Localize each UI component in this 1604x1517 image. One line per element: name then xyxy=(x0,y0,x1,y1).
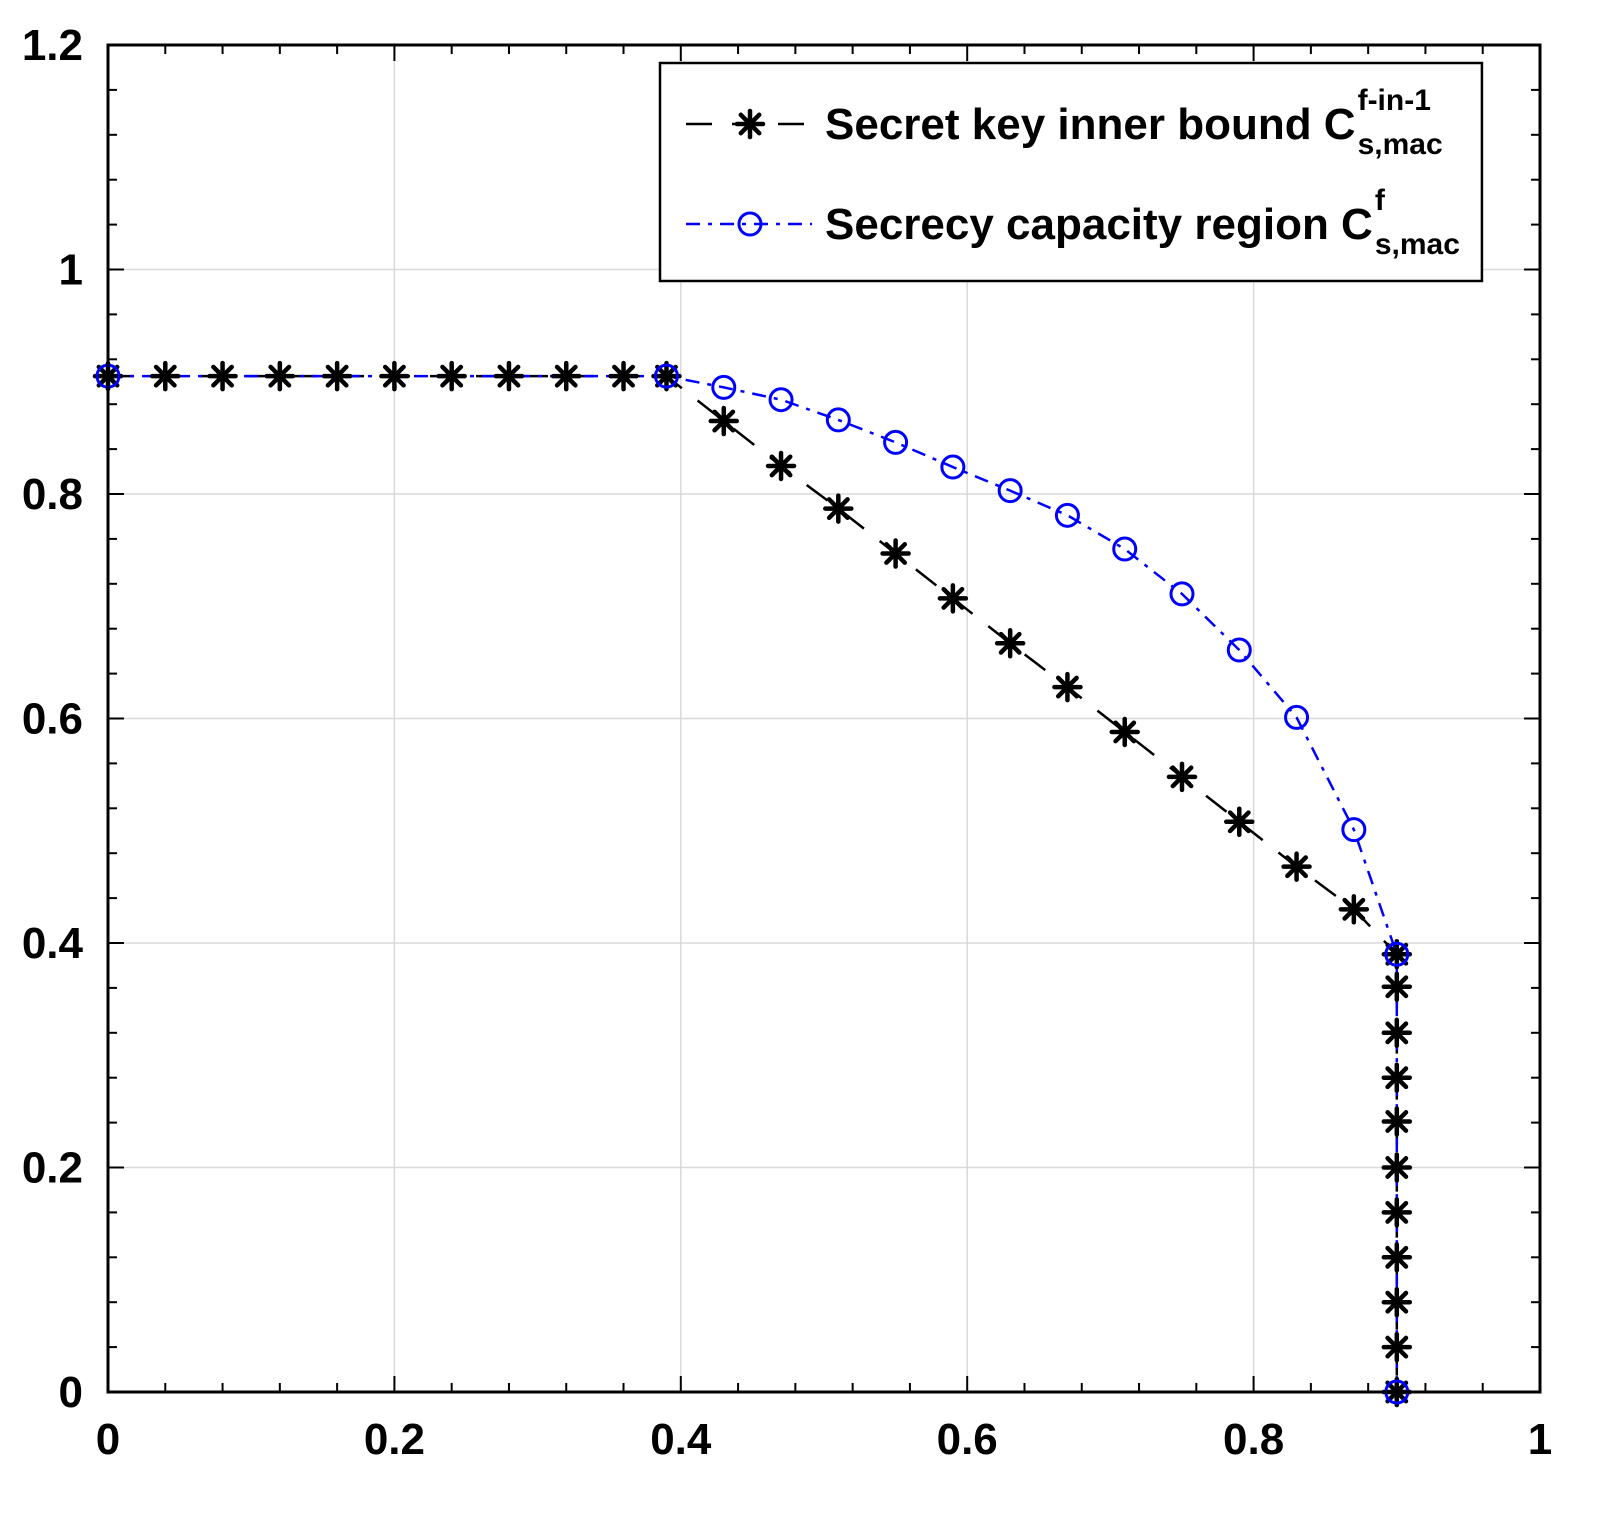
data-point-inner-bound xyxy=(608,360,639,392)
data-point-inner-bound xyxy=(1381,938,1413,970)
data-point-inner-bound xyxy=(1381,1017,1413,1049)
x-tick-label: 1 xyxy=(1528,1415,1552,1464)
data-point-inner-bound xyxy=(708,405,740,437)
data-point-inner-bound xyxy=(994,628,1026,659)
data-point-capacity-region xyxy=(1226,637,1252,663)
legend-superscript-capacity-region: f xyxy=(1375,184,1386,217)
data-point-inner-bound xyxy=(937,583,969,614)
legend-marker-inner-bound xyxy=(734,108,766,140)
data-point-inner-bound xyxy=(1381,1062,1413,1093)
legend-label-inner-bound: Secret key inner bound C xyxy=(825,100,1356,149)
data-point-capacity-region xyxy=(825,407,851,433)
data-point-inner-bound xyxy=(1381,1106,1413,1137)
data-point-capacity-region xyxy=(711,374,737,400)
data-point-inner-bound xyxy=(1381,1197,1413,1228)
x-tick-label: 0.2 xyxy=(364,1415,425,1464)
y-tick-label: 1.2 xyxy=(22,21,83,70)
legend-marker-glyph xyxy=(737,211,763,237)
data-point-inner-bound xyxy=(1052,671,1083,703)
data-point-capacity-region xyxy=(883,429,909,455)
x-tick-label: 0 xyxy=(96,1415,120,1464)
data-point-inner-bound xyxy=(880,538,911,569)
tick-labels: 0 0.2 0.4 0.6 0.8 1 0 0.2 0.4 0.6 0.8 1 1.2 xyxy=(22,21,1552,1464)
legend-marker-capacity-region xyxy=(737,211,763,237)
legend-subscript-capacity-region: s,mac xyxy=(1375,228,1460,261)
data-point-inner-bound xyxy=(207,360,238,392)
data-point-inner-bound xyxy=(765,450,797,482)
legend-marker-glyph xyxy=(734,108,766,140)
data-point-capacity-region xyxy=(1284,704,1310,730)
legend-entry-inner-bound: Secret key inner bound C f-in-1 s,mac xyxy=(686,84,1443,161)
x-tick-label: 0.4 xyxy=(650,1415,712,1464)
data-point-inner-bound xyxy=(550,360,582,392)
data-point-inner-bound xyxy=(1166,761,1198,793)
data-point-capacity-region xyxy=(997,478,1023,504)
data-point-capacity-region xyxy=(768,387,794,413)
data-point-inner-bound xyxy=(1381,971,1413,1003)
data-point-inner-bound xyxy=(493,360,525,392)
data-point-inner-bound xyxy=(1109,716,1140,748)
plot-frame xyxy=(106,43,1542,1394)
data-point-capacity-region xyxy=(940,454,966,480)
data-point-inner-bound xyxy=(1381,1152,1413,1183)
legend-label-capacity-region: Secrecy capacity region C xyxy=(825,200,1373,249)
legend-name-inner-bound: Secret key inner bound C xyxy=(825,100,1356,149)
legend-superscript-inner-bound: f-in-1 xyxy=(1358,84,1431,117)
data-point-inner-bound xyxy=(651,360,682,392)
data-point-inner-bound xyxy=(1224,806,1255,838)
legend-box xyxy=(658,61,1484,283)
data-point-inner-bound xyxy=(264,360,296,392)
series-line-capacity-region xyxy=(108,374,1399,1392)
x-tick-label: 0.6 xyxy=(937,1415,998,1464)
data-point-capacity-region xyxy=(653,363,679,389)
series-line-inner-bound xyxy=(108,374,1399,1392)
data-point-inner-bound xyxy=(436,360,467,392)
data-point-inner-bound xyxy=(1381,1242,1413,1273)
data-point-capacity-region xyxy=(1341,817,1367,843)
y-tick-label: 0.2 xyxy=(22,1144,83,1193)
y-tick-label: 1 xyxy=(59,246,83,295)
series-layer xyxy=(92,360,1413,1408)
y-tick-label: 0.8 xyxy=(22,470,83,519)
data-point-inner-bound xyxy=(1381,1286,1413,1318)
x-tick-label: 0.8 xyxy=(1223,1415,1284,1464)
legend-name-capacity-region: Secrecy capacity region C xyxy=(825,200,1373,249)
y-tick-label: 0.6 xyxy=(22,695,83,744)
data-point-inner-bound xyxy=(1281,851,1312,882)
data-point-capacity-region xyxy=(1169,581,1195,607)
data-point-capacity-region xyxy=(1054,502,1080,528)
data-point-inner-bound xyxy=(150,360,181,392)
y-tick-label: 0 xyxy=(59,1368,83,1417)
data-point-inner-bound xyxy=(379,360,410,392)
legend-entry-capacity-region: Secrecy capacity region C f s,mac xyxy=(686,184,1460,261)
legend: Secret key inner bound C f-in-1 s,mac Se… xyxy=(658,61,1484,283)
data-point-inner-bound xyxy=(1338,894,1370,925)
data-point-capacity-region xyxy=(1384,941,1410,967)
data-point-inner-bound xyxy=(823,493,854,524)
legend-subscript-inner-bound: s,mac xyxy=(1358,128,1443,161)
data-point-inner-bound xyxy=(321,360,353,392)
y-tick-label: 0.4 xyxy=(22,919,84,968)
data-point-capacity-region xyxy=(1112,536,1138,562)
data-point-inner-bound xyxy=(1381,1331,1413,1363)
